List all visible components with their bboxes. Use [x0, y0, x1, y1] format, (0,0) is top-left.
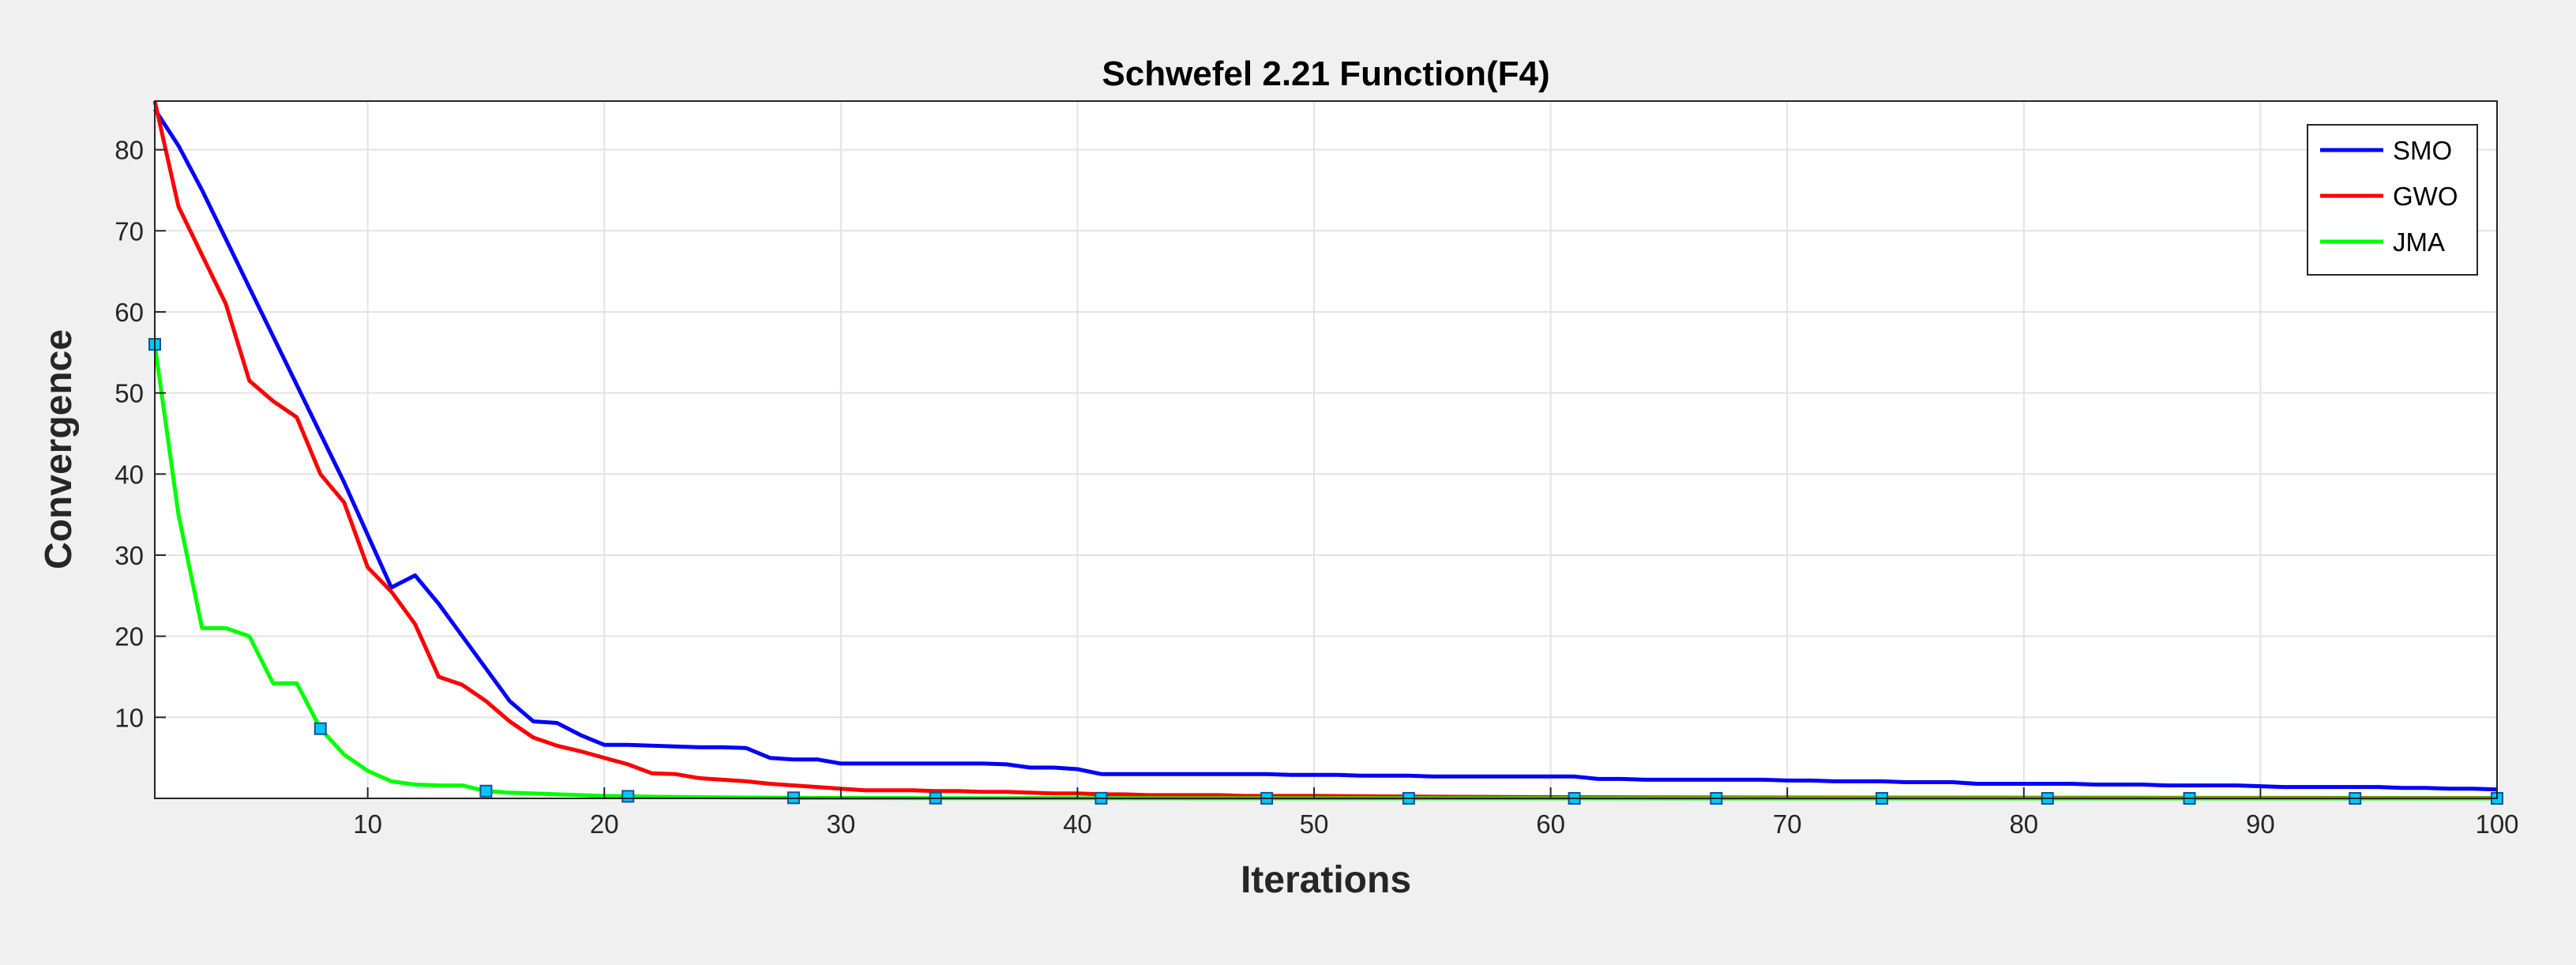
y-tick-label: 70 — [115, 216, 144, 246]
grid-layer — [155, 101, 2498, 798]
legend-label-gwo: GWO — [2393, 182, 2458, 211]
y-tick-label: 80 — [115, 136, 144, 165]
chart-title: Schwefel 2.21 Function(F4) — [1102, 54, 1549, 93]
plot-frame — [154, 100, 2498, 799]
series-marker-jma — [621, 790, 635, 803]
legend: SMO GWO JMA — [2307, 124, 2478, 276]
series-line-smo — [152, 107, 2498, 792]
legend-label-smo: SMO — [2393, 136, 2452, 165]
x-tick-label: 40 — [1063, 809, 1092, 839]
y-tick-label: 30 — [115, 541, 144, 570]
tick-layer: 10 20 30 40 50 60 70 80 90 100 10 20 30 40 50 60 70 80 — [115, 136, 2518, 839]
x-tick-label: 30 — [826, 809, 855, 839]
x-tick-label: 100 — [2475, 809, 2518, 839]
series-marker-jma — [314, 722, 327, 735]
series-marker-jma — [479, 784, 493, 798]
x-tick-label: 80 — [2009, 809, 2038, 839]
plot-area — [155, 101, 2497, 798]
y-axis-label: Convergence — [38, 329, 80, 569]
series-line-gwo — [152, 100, 2498, 800]
x-tick-label: 50 — [1300, 809, 1329, 839]
y-tick-label: 60 — [115, 298, 144, 327]
y-tick-label: 50 — [115, 379, 144, 408]
y-tick-label: 40 — [115, 460, 144, 489]
x-axis-label: Iterations — [1241, 859, 1411, 901]
x-tick-label: 20 — [590, 809, 619, 839]
x-tick-label: 70 — [1773, 809, 1802, 839]
x-tick-label: 10 — [353, 809, 382, 839]
legend-label-jma: JMA — [2393, 227, 2445, 257]
y-tick-label: 20 — [115, 622, 144, 651]
y-tick-label: 10 — [115, 703, 144, 732]
x-tick-label: 60 — [1536, 809, 1565, 839]
x-tick-label: 90 — [2246, 809, 2275, 839]
